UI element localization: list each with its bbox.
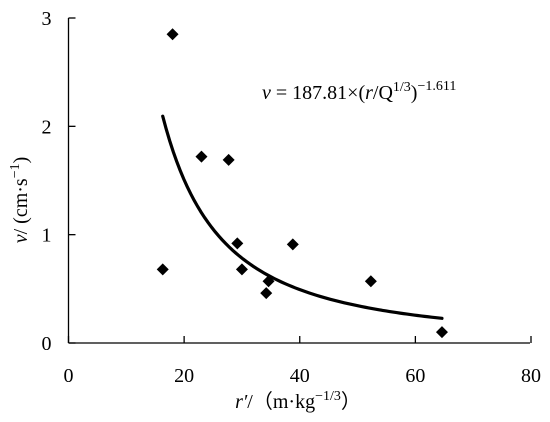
- x-tick-label: 80: [521, 365, 541, 387]
- fit-equation: v = 187.81×(r/Q1/3)−1.611: [262, 79, 456, 104]
- y-tick-label: 1: [42, 225, 52, 247]
- data-points: [156, 28, 448, 339]
- data-point: [166, 28, 179, 41]
- x-tick-label: 0: [64, 365, 74, 387]
- data-point: [262, 275, 275, 288]
- data-point: [235, 263, 248, 276]
- axes: [67, 18, 530, 344]
- y-tick-label: 2: [42, 116, 52, 138]
- data-point: [364, 275, 377, 288]
- y-axis-title: v/ (cm·s−1): [8, 157, 32, 244]
- y-tick-label: 0: [42, 333, 52, 355]
- fit-curve: [161, 114, 444, 320]
- x-tick-label: 20: [174, 365, 194, 387]
- x-tick-label: 40: [290, 365, 310, 387]
- data-point: [156, 263, 169, 276]
- data-point: [260, 287, 273, 300]
- x-axis-title: r′/（m·kg−1/3）: [235, 389, 361, 413]
- x-tick-label: 60: [405, 365, 425, 387]
- x-ticks: 0 20 40 60 80: [64, 336, 541, 387]
- data-point: [231, 237, 244, 250]
- y-tick-label: 3: [42, 8, 52, 30]
- data-point: [435, 326, 448, 339]
- data-point: [222, 153, 235, 166]
- data-point: [286, 238, 299, 251]
- data-point: [195, 150, 208, 163]
- y-ticks: 0 1 2 3: [42, 8, 76, 355]
